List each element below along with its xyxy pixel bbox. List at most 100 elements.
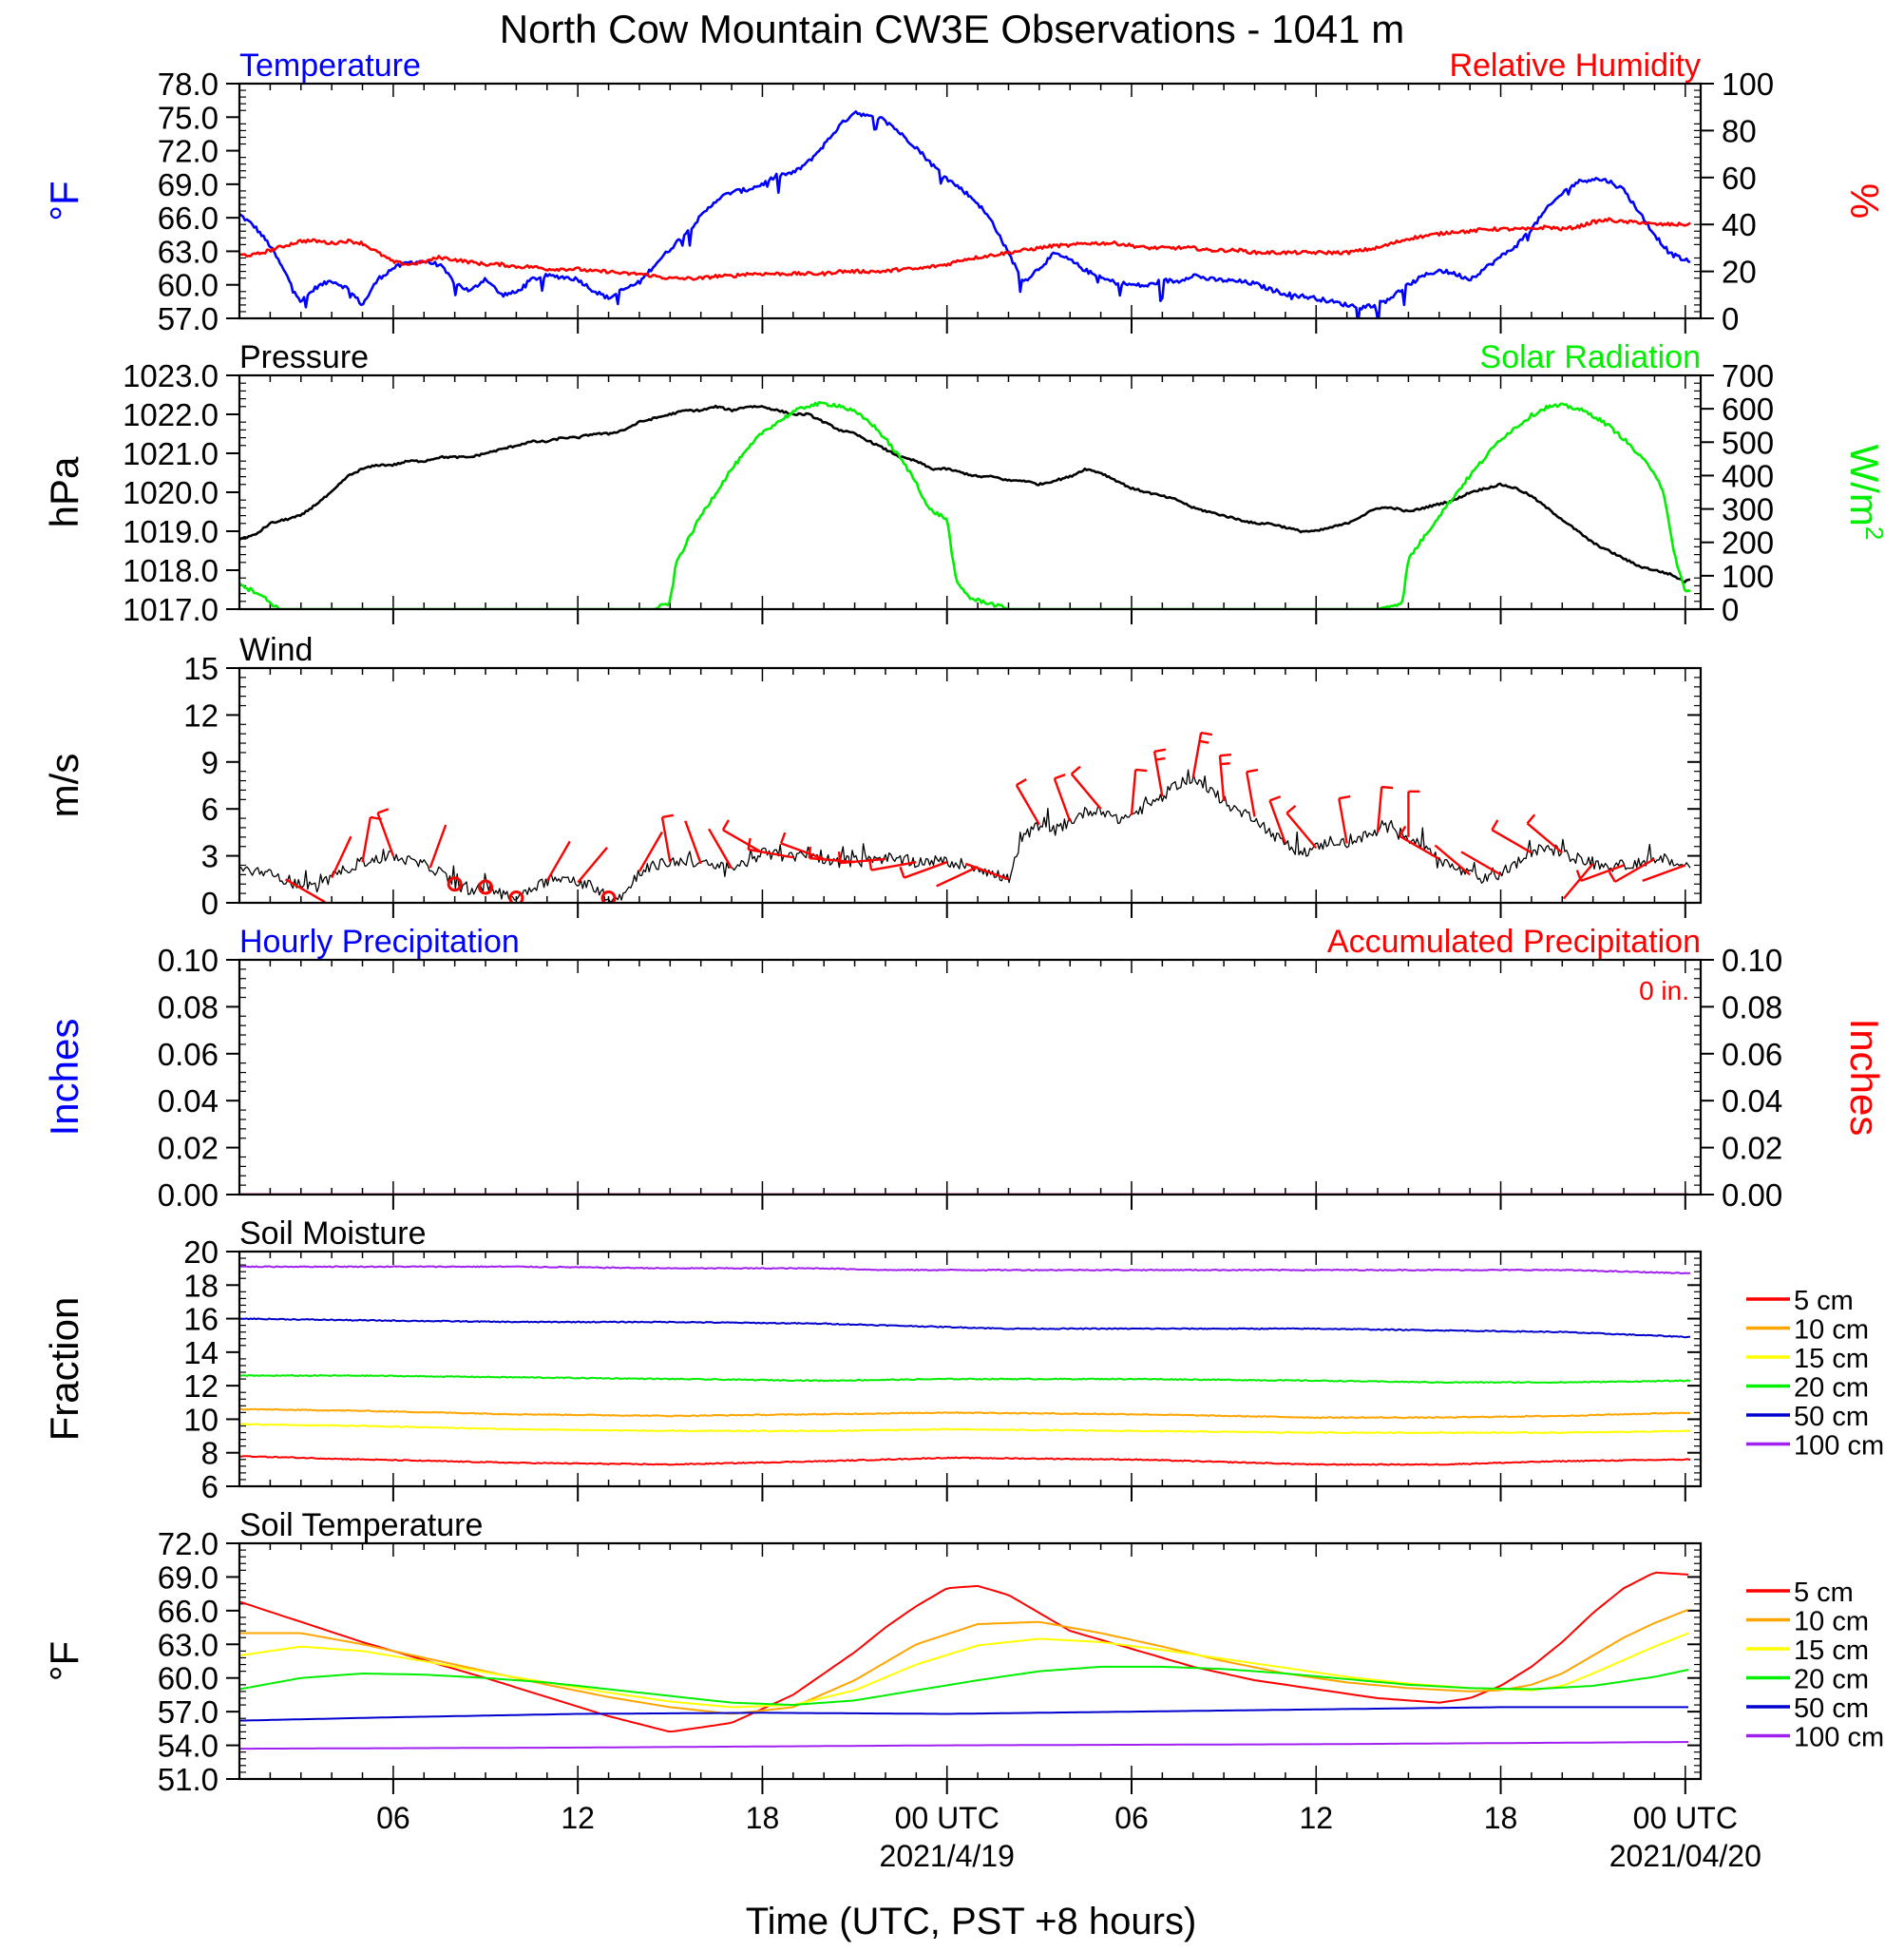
x-tick-label: 18 (746, 1801, 780, 1835)
wind-barb (1152, 748, 1167, 797)
legend-label: 50 cm (1794, 1693, 1869, 1724)
series-line-50-cm (239, 1706, 1688, 1722)
y-left-tick-label: 0 (201, 886, 219, 921)
y-left-tick-label: 1021.0 (123, 436, 219, 471)
legend-label: 20 cm (1794, 1373, 1869, 1404)
y-right-tick-label: 700 (1722, 358, 1774, 393)
panel-title-left: Hourly Precipitation (239, 924, 520, 960)
wind-barb (638, 831, 663, 872)
y-left-tick-label: 75.0 (158, 100, 219, 135)
y-right-tick-label: 0.04 (1722, 1083, 1782, 1119)
legend-label: 15 cm (1794, 1344, 1869, 1374)
y-left-tick-label: 1023.0 (123, 358, 219, 393)
panel-frame (238, 1541, 1703, 1781)
y-left-tick-label: 1018.0 (123, 553, 219, 588)
y-left-tick-label: 63.0 (158, 1627, 219, 1662)
wind-calm-circle (508, 890, 524, 903)
series-line-temperature (239, 110, 1691, 318)
y-left-tick-label: 0.02 (158, 1131, 219, 1166)
wind-calm-circle (447, 876, 463, 892)
y-left-tick-label: 1022.0 (123, 397, 219, 432)
wind-barb (936, 866, 979, 888)
legend-label: 100 cm (1794, 1431, 1884, 1462)
y-left-tick-label: 12 (183, 1368, 219, 1404)
wind-barb (1642, 864, 1686, 883)
series-line-20-cm (239, 1374, 1691, 1385)
wind-calm-circle (600, 890, 617, 903)
panel-title-left: Temperature (239, 48, 421, 84)
panel-frame (238, 958, 1703, 1196)
legend-entry: 5 cm (1746, 1286, 1854, 1316)
series-line-15-cm (239, 1423, 1691, 1435)
wind-barb (1608, 857, 1656, 883)
wind-barb (284, 878, 326, 903)
y-left-tick-label: 8 (201, 1436, 219, 1471)
y-left-tick-label: 9 (201, 745, 219, 780)
chart-title: North Cow Mountain CW3E Observations - 1… (500, 7, 1404, 51)
accumulated-total-label: 0 in. (1639, 976, 1689, 1005)
panel-title-left: Wind (239, 632, 313, 668)
y-left-tick-label: 63.0 (158, 234, 219, 269)
wind-barb (708, 828, 733, 870)
y-left-tick-label: 3 (201, 839, 219, 874)
panel-title-right: Solar Radiation (1480, 339, 1701, 375)
series-line-5-cm (239, 1455, 1691, 1466)
y-left-tick-label: 6 (201, 792, 219, 827)
y-right-axis-title-superscript: 2 (1860, 526, 1889, 540)
legend-entry: 100 cm (1746, 1723, 1884, 1753)
wind-barb (1407, 790, 1420, 837)
wind-barb (1376, 785, 1394, 833)
panel-frame (238, 1250, 1703, 1488)
y-left-tick-label: 12 (183, 698, 219, 733)
series-line-10-cm (239, 1608, 1689, 1715)
y-right-tick-label: 0 (1722, 301, 1739, 336)
y-right-axis-title: Inches (1842, 1019, 1887, 1137)
y-left-tick-label: 69.0 (158, 167, 219, 202)
x-tick-label: 18 (1484, 1801, 1518, 1835)
wind-barb (1268, 795, 1287, 844)
panel-frame (238, 82, 1703, 320)
wind-barb (721, 819, 764, 854)
y-left-tick-label: 0.04 (158, 1083, 219, 1119)
y-left-axis-title: m/s (42, 754, 86, 818)
panel-frame (238, 666, 1703, 905)
wind-barb (1218, 753, 1232, 802)
wind-barb (964, 862, 1009, 881)
wind-barb (428, 824, 447, 869)
y-right-axis-title: % (1842, 183, 1887, 219)
legend-entry: 10 cm (1746, 1315, 1869, 1346)
y-left-tick-label: 20 (183, 1234, 219, 1270)
series-line-relative-humidity (239, 217, 1691, 281)
wind-barb (331, 835, 352, 879)
legend-label: 5 cm (1794, 1578, 1854, 1608)
x-date-label: 2021/4/19 (880, 1839, 1015, 1873)
y-left-tick-label: 51.0 (158, 1762, 219, 1797)
wind-barb (1434, 844, 1471, 876)
legend-entry: 100 cm (1746, 1431, 1884, 1462)
series-line-5-cm (239, 1571, 1689, 1732)
wind-barb (376, 808, 395, 857)
y-left-tick-label: 14 (183, 1335, 219, 1370)
panel-wind: 0 3 6 9 12 15 Wind m/s (42, 632, 1703, 921)
plot-area-pressure-solar (239, 401, 1691, 609)
y-right-tick-label: 0.08 (1722, 989, 1782, 1024)
wind-barb (1338, 794, 1351, 844)
series-line-20-cm (239, 1665, 1689, 1707)
series-line-100-cm (239, 1741, 1689, 1750)
y-right-tick-label: 400 (1722, 458, 1774, 493)
series-line-solar-radiation (239, 401, 1691, 609)
y-left-axis-title: Inches (42, 1019, 86, 1137)
plot-area-soil-moisture (239, 1265, 1691, 1466)
y-right-tick-label: 300 (1722, 492, 1774, 527)
y-right-tick-label: 0.10 (1722, 943, 1782, 978)
wind-barb (899, 861, 948, 879)
plot-area-soil-temperature (239, 1571, 1689, 1750)
plot-area-wind (239, 731, 1691, 903)
panel-title-left: Soil Moisture (239, 1215, 427, 1252)
legend-entry: 20 cm (1746, 1373, 1869, 1404)
x-tick-label: 00 UTC (895, 1801, 1000, 1835)
y-left-tick-label: 6 (201, 1469, 219, 1504)
y-left-axis-title: °F (42, 1641, 86, 1681)
wind-barb (779, 832, 825, 861)
